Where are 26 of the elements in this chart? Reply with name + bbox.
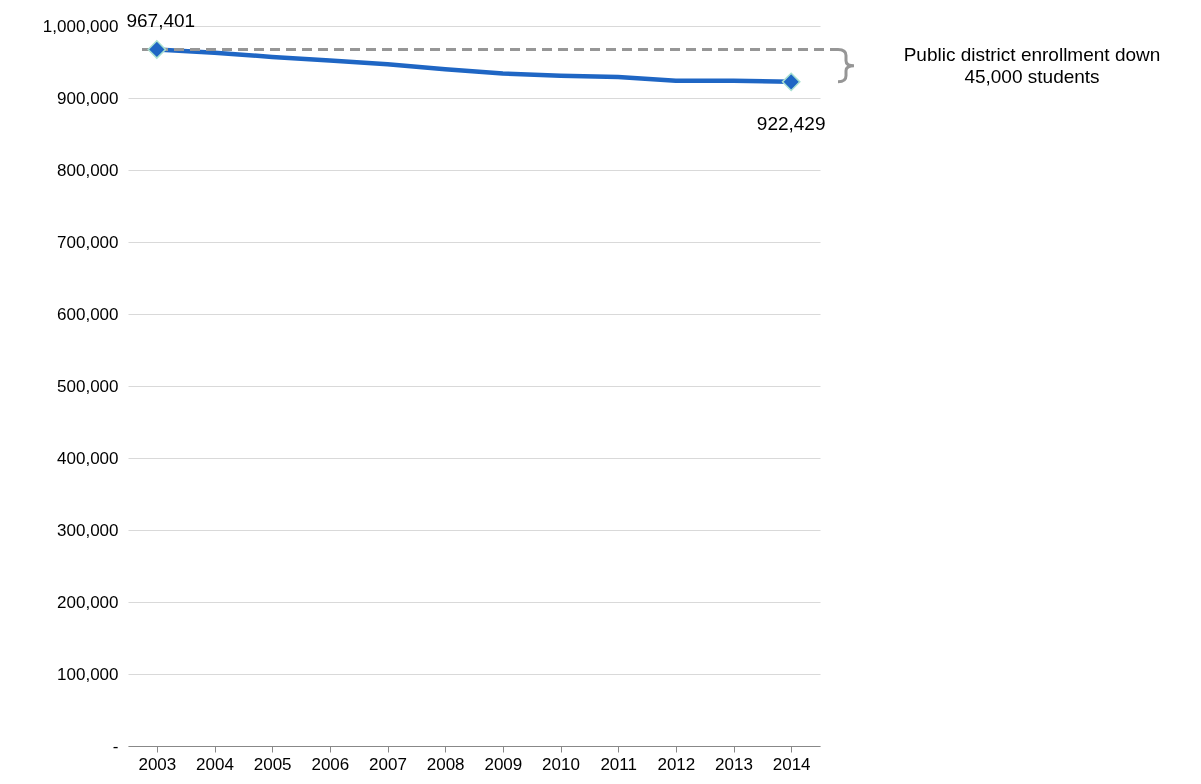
x-tick-label: 2005 bbox=[253, 754, 292, 774]
x-tick-label: 2003 bbox=[138, 754, 177, 774]
x-tick-label: 2011 bbox=[600, 754, 637, 774]
y-tick-label: 500,000 bbox=[57, 376, 119, 396]
x-tick-label: 2014 bbox=[772, 754, 811, 774]
y-tick-label: 800,000 bbox=[57, 160, 119, 180]
x-tick-label: 2010 bbox=[542, 754, 580, 774]
x-tick-label: 2004 bbox=[196, 754, 234, 774]
y-tick-label: - bbox=[112, 736, 119, 756]
y-tick-label: 900,000 bbox=[57, 88, 119, 108]
y-tick-label: 400,000 bbox=[57, 448, 119, 468]
x-tick-label: 2006 bbox=[311, 754, 350, 774]
x-tick-label: 2008 bbox=[426, 754, 465, 774]
y-tick-label: 100,000 bbox=[57, 664, 119, 684]
y-tick-label: 600,000 bbox=[57, 304, 119, 324]
y-tick-label: 700,000 bbox=[57, 232, 119, 252]
text: Public district enrollment down 45,000 students bbox=[903, 43, 1161, 87]
data-label: 967,401 bbox=[126, 10, 196, 32]
x-tick-label: 2013 bbox=[715, 754, 753, 774]
y-tick-label: 300,000 bbox=[57, 520, 119, 540]
y-tick-label: 200,000 bbox=[57, 592, 119, 612]
x-tick-label: 2007 bbox=[369, 754, 407, 774]
data-label: 922,429 bbox=[756, 112, 826, 134]
x-tick-label: 2009 bbox=[484, 754, 523, 774]
y-tick-label: 1,000,000 bbox=[42, 16, 119, 36]
x-tick-label: 2012 bbox=[657, 754, 696, 774]
